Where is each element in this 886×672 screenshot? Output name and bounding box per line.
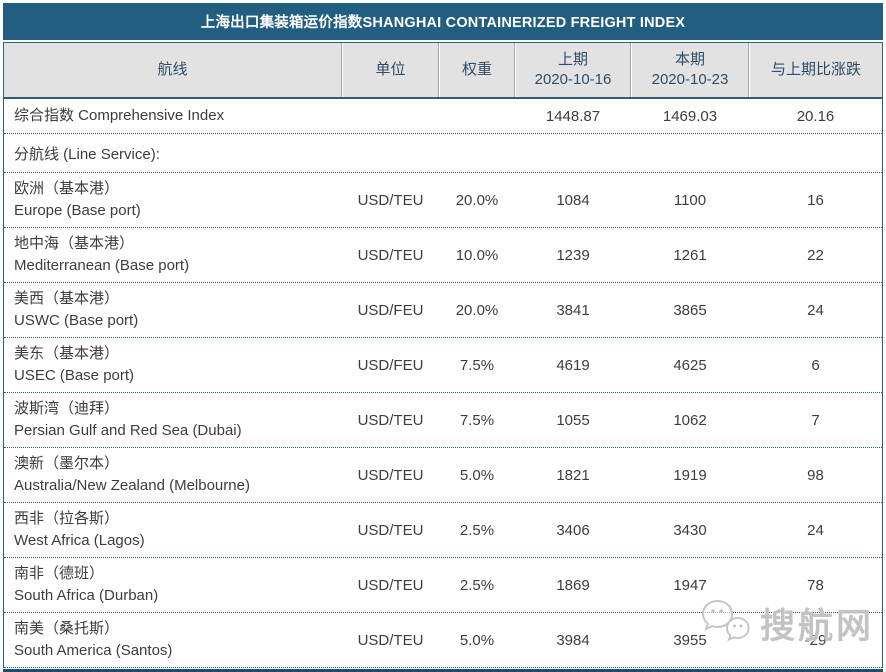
weight-value: 7.5%	[459, 411, 495, 429]
previous-period-date: 2020-10-16	[534, 71, 612, 88]
route-name: 地中海（基本港） Mediterranean (Base port)	[14, 234, 190, 275]
change-value: 6	[811, 356, 820, 374]
route-name: 澳新（墨尔本） Australia/New Zealand (Melbourne…	[14, 454, 250, 495]
route-name: 波斯湾（迪拜） Persian Gulf and Red Sea (Dubai)	[14, 399, 242, 440]
weight-value: 5.0%	[459, 466, 495, 484]
previous-value: 1448.87	[545, 107, 601, 125]
column-header-unit: 单位	[342, 43, 439, 97]
unit-value: USD/FEU	[357, 301, 424, 319]
table-row-usec: 美东（基本港） USEC (Base port) USD/FEU 7.5% 46…	[4, 338, 882, 393]
weight-value: 10.0%	[455, 246, 499, 264]
change-value: 16	[807, 191, 824, 209]
previous-value: 1869	[556, 576, 590, 594]
table-row-section-line-service: 分航线 (Line Service):	[4, 134, 882, 173]
table-row-comprehensive-index: 综合指数 Comprehensive Index 1448.87 1469.03…	[4, 99, 882, 134]
table-row-south-america: 南美（桑托斯） South America (Santos) USD/TEU 5…	[4, 613, 882, 668]
change-value: 98	[807, 466, 824, 484]
route-name: 欧洲（基本港） Europe (Base port)	[14, 179, 141, 220]
column-header-weight: 权重	[439, 43, 515, 97]
change-value: -29	[804, 631, 827, 649]
route-name: 西非（拉各斯） West Africa (Lagos)	[14, 509, 145, 550]
scfi-table: 上海出口集装箱运价指数SHANGHAI CONTAINERIZED FREIGH…	[3, 3, 883, 672]
table-title-bar: 上海出口集装箱运价指数SHANGHAI CONTAINERIZED FREIGH…	[3, 3, 883, 40]
unit-value: USD/TEU	[357, 246, 424, 264]
weight-value: 2.5%	[459, 521, 495, 539]
change-value: 24	[807, 301, 824, 319]
unit-value: USD/TEU	[357, 411, 424, 429]
page-title: 上海出口集装箱运价指数SHANGHAI CONTAINERIZED FREIGH…	[200, 15, 686, 31]
previous-value: 1821	[556, 466, 590, 484]
route-name: 南非（德班） South Africa (Durban)	[14, 564, 159, 605]
current-value: 1100	[673, 191, 707, 209]
current-value: 1062	[673, 411, 707, 429]
table-header-row: 航线 单位 权重 上期 2020-10-16 本期 2020-10-23 与上期…	[3, 42, 883, 99]
route-name: 美西（基本港） USWC (Base port)	[14, 289, 139, 330]
change-value: 24	[807, 521, 824, 539]
weight-value: 7.5%	[459, 356, 495, 374]
current-value: 3865	[673, 301, 707, 319]
previous-value: 1084	[556, 191, 590, 209]
column-header-route: 航线	[4, 43, 342, 97]
table-body: 综合指数 Comprehensive Index 1448.87 1469.03…	[3, 99, 883, 668]
change-value: 78	[807, 576, 824, 594]
table-row-south-africa: 南非（德班） South Africa (Durban) USD/TEU 2.5…	[4, 558, 882, 613]
table-row-mediterranean: 地中海（基本港） Mediterranean (Base port) USD/T…	[4, 228, 882, 283]
table-row-uswc: 美西（基本港） USWC (Base port) USD/FEU 20.0% 3…	[4, 283, 882, 338]
current-value: 4625	[673, 356, 707, 374]
current-value: 1469.03	[662, 107, 718, 125]
unit-value: USD/TEU	[357, 521, 424, 539]
current-value: 3430	[673, 521, 707, 539]
current-value: 1919	[673, 466, 707, 484]
current-period-date: 2020-10-23	[651, 71, 729, 88]
unit-value: USD/TEU	[357, 191, 424, 209]
table-row-west-africa: 西非（拉各斯） West Africa (Lagos) USD/TEU 2.5%…	[4, 503, 882, 558]
weight-value: 2.5%	[459, 576, 495, 594]
current-value: 3955	[673, 631, 707, 649]
unit-value: USD/TEU	[357, 576, 424, 594]
unit-value: USD/TEU	[357, 466, 424, 484]
column-header-change: 与上期比涨跌	[749, 43, 882, 97]
unit-value: USD/FEU	[357, 356, 424, 374]
previous-value: 3841	[556, 301, 590, 319]
weight-value: 20.0%	[455, 301, 499, 319]
current-value: 1261	[673, 246, 707, 264]
change-value: 22	[807, 246, 824, 264]
column-header-previous-period: 上期 2020-10-16	[515, 43, 631, 97]
previous-value: 4619	[556, 356, 590, 374]
previous-value: 1055	[556, 411, 590, 429]
change-value: 20.16	[796, 107, 835, 125]
previous-value: 1239	[556, 246, 590, 264]
route-name: 综合指数 Comprehensive Index	[14, 106, 225, 124]
previous-value: 3406	[556, 521, 590, 539]
route-name: 南美（桑托斯） South America (Santos)	[14, 619, 173, 660]
previous-value: 3984	[556, 631, 590, 649]
change-value: 7	[811, 411, 820, 429]
route-name: 美东（基本港） USEC (Base port)	[14, 344, 135, 385]
table-row-persian-gulf: 波斯湾（迪拜） Persian Gulf and Red Sea (Dubai)…	[4, 393, 882, 448]
weight-value: 20.0%	[455, 191, 499, 209]
column-header-current-period: 本期 2020-10-23	[631, 43, 749, 97]
table-row-europe: 欧洲（基本港） Europe (Base port) USD/TEU 20.0%…	[4, 173, 882, 228]
unit-value: USD/TEU	[357, 631, 424, 649]
table-row-australia-nz: 澳新（墨尔本） Australia/New Zealand (Melbourne…	[4, 448, 882, 503]
weight-value: 5.0%	[459, 631, 495, 649]
current-value: 1947	[673, 576, 707, 594]
section-label: 分航线 (Line Service):	[14, 145, 160, 163]
